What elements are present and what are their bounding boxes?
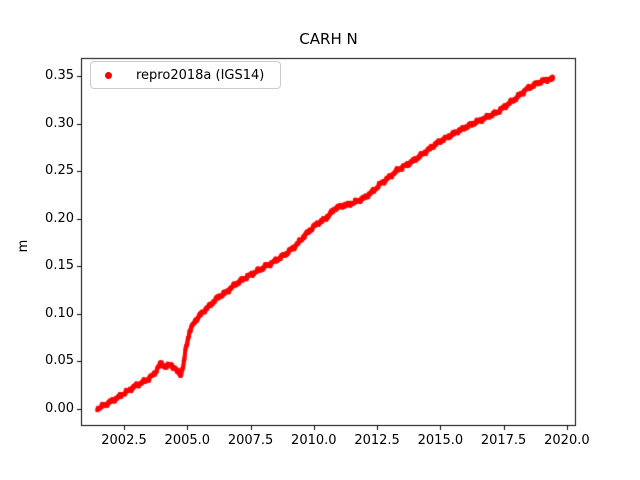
x-tick-label: 2002.5 [101, 433, 147, 448]
x-tick-label: 2020.0 [544, 433, 590, 448]
y-tick-label: 0.35 [45, 68, 74, 84]
y-tick-label: 0.15 [45, 258, 74, 274]
x-tick-label: 2015.0 [417, 433, 464, 448]
y-tick-label: 0.05 [45, 353, 74, 369]
legend-marker-dot-icon [105, 71, 112, 79]
y-tick-label: 0.30 [45, 115, 74, 131]
y-tick-label: 0.20 [45, 210, 74, 226]
x-tick-label: 2012.5 [354, 433, 400, 448]
y-axis-label: m [16, 239, 31, 253]
y-tick-label: 0.00 [45, 400, 74, 416]
x-tick-label: 2017.5 [480, 433, 527, 448]
y-tick-label: 0.10 [45, 305, 74, 321]
x-tick-label: 2010.0 [291, 433, 337, 448]
legend: repro2018a (IGS14) [90, 61, 281, 89]
x-tick-label: 2005.0 [164, 433, 211, 448]
y-tick-label: 0.25 [45, 163, 74, 179]
x-tick-label: 2007.5 [227, 433, 274, 448]
legend-label: repro2018a (IGS14) [136, 67, 265, 83]
